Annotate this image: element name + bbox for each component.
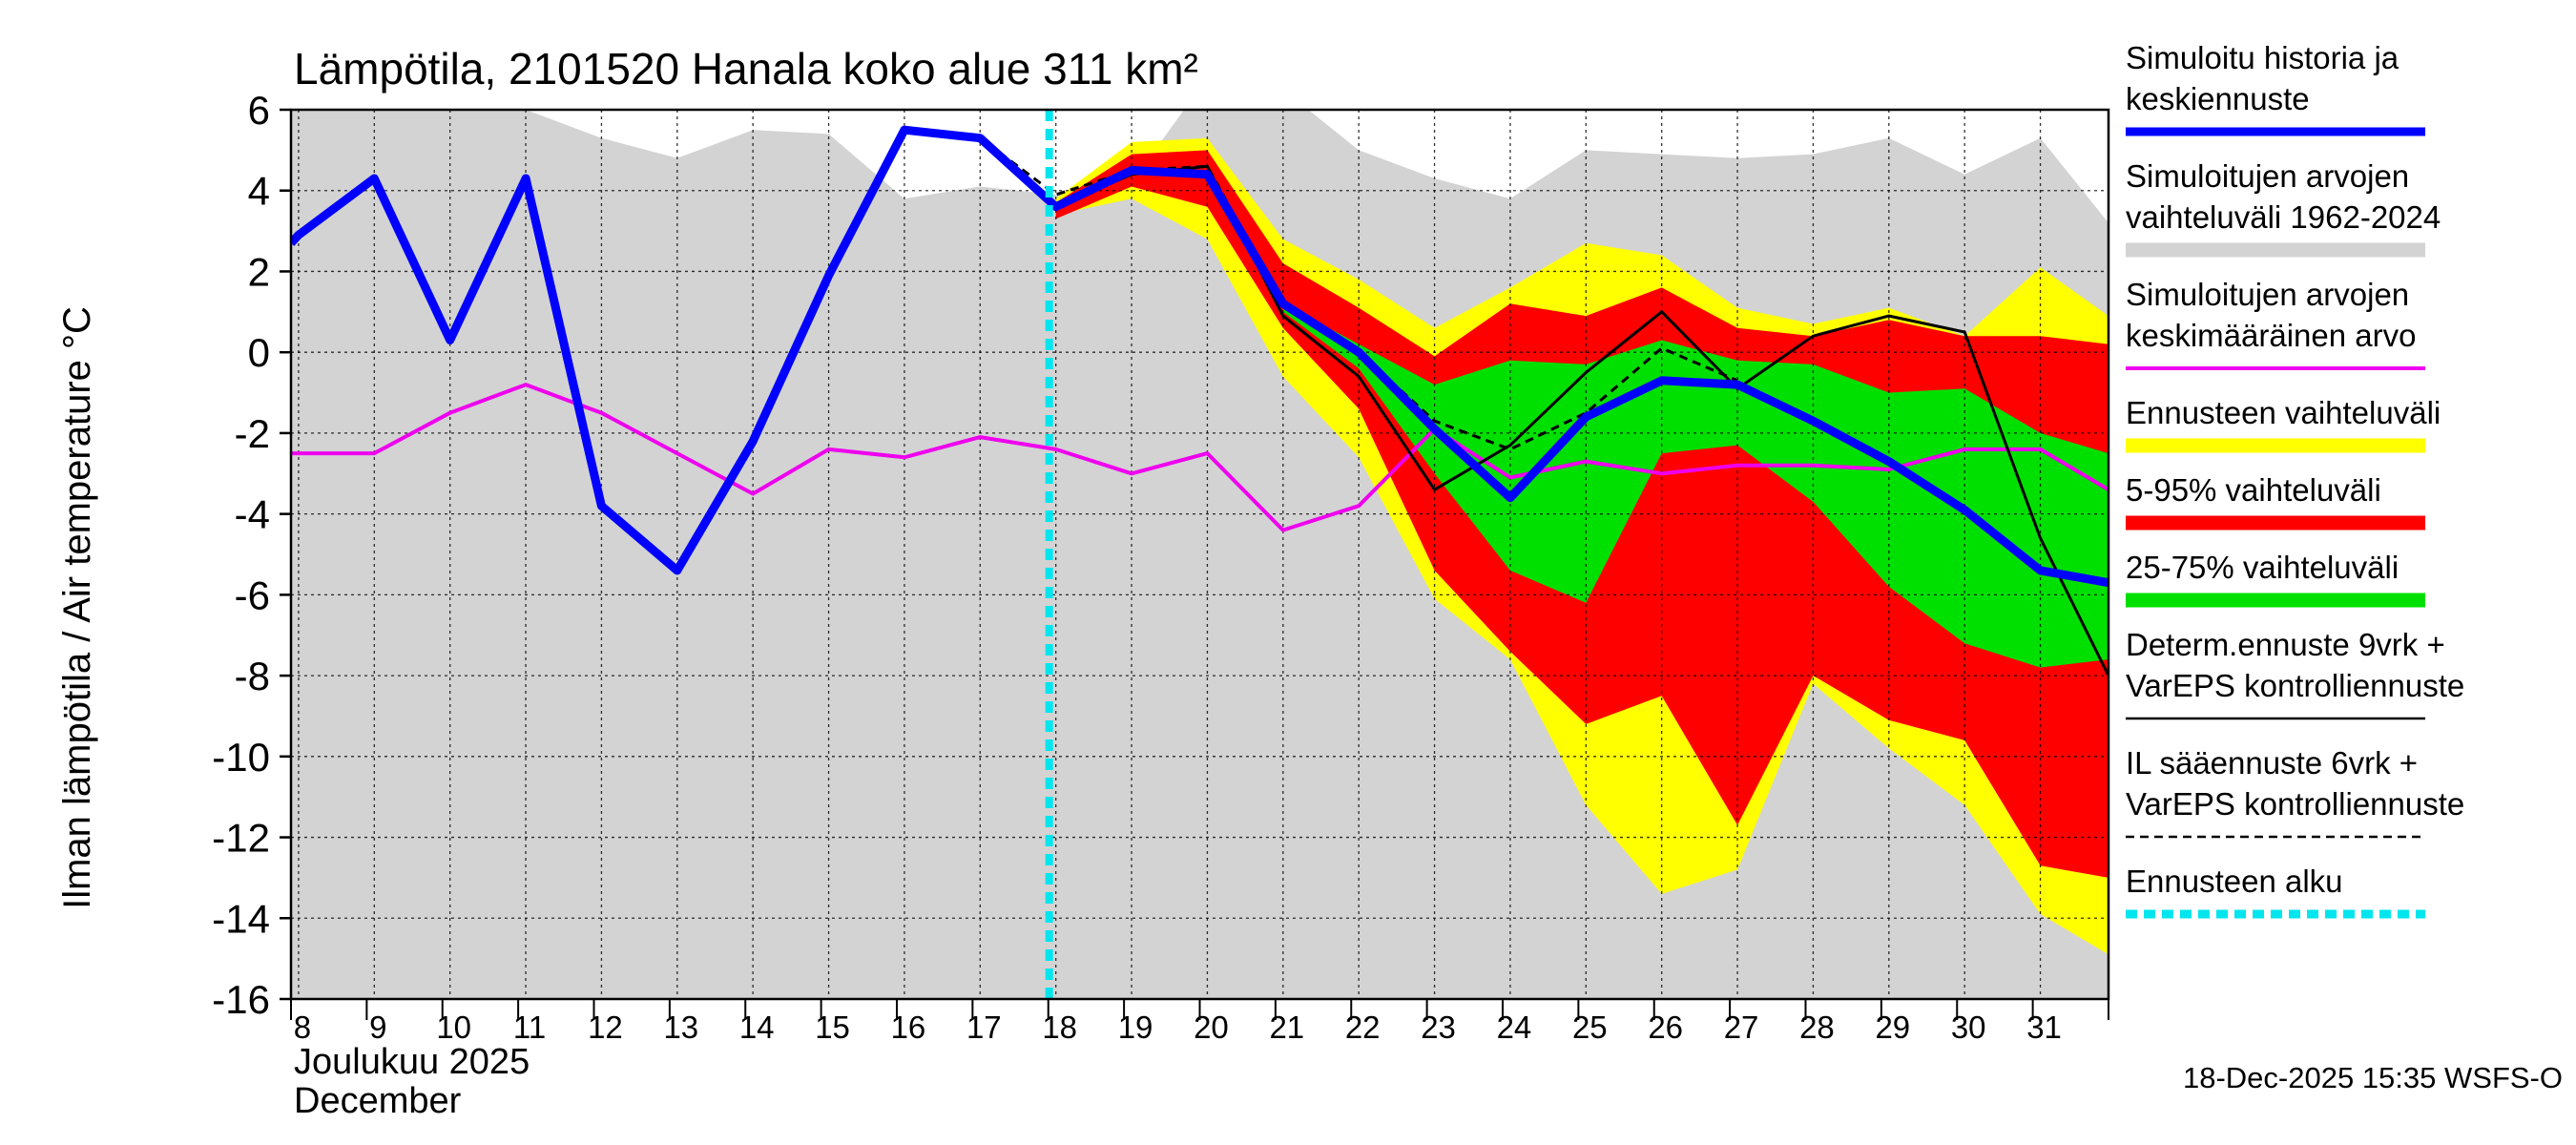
x-tick-label: 22: [1345, 1010, 1381, 1045]
y-tick-label: -4: [235, 492, 270, 537]
x-tick-label: 29: [1875, 1010, 1910, 1045]
x-tick-label: 9: [369, 1010, 386, 1045]
legend-label: Simuloitujen arvojen: [2126, 158, 2409, 194]
y-tick-label: 4: [248, 169, 270, 214]
y-axis-label: Ilman lämpötila / Air temperature °C: [56, 306, 98, 909]
x-tick-label: 23: [1421, 1010, 1456, 1045]
x-tick-label: 16: [891, 1010, 926, 1045]
x-tick-label: 24: [1497, 1010, 1532, 1045]
y-tick-label: -2: [235, 411, 270, 456]
x-tick-label: 21: [1269, 1010, 1304, 1045]
legend-label: 5-95% vaihteluväli: [2126, 472, 2381, 508]
x-tick-label: 30: [1951, 1010, 1986, 1045]
legend-item-hist-range: Simuloitujen arvojen vaihteluväli 1962-20…: [2126, 158, 2441, 258]
y-tick-label: -10: [212, 735, 270, 780]
legend-label: Simuloitu historia ja: [2126, 40, 2399, 75]
legend: Simuloitu historia jakeskiennusteSimuloi…: [2126, 40, 2464, 919]
series-mean-line: [291, 383, 2109, 532]
y-tick-label: 6: [248, 88, 270, 133]
x-tick-label: 10: [436, 1010, 471, 1045]
legend-label: IL sääennuste 6vrk +: [2126, 745, 2418, 781]
legend-label: VarEPS kontrolliennuste: [2126, 668, 2464, 703]
y-tick-label: -16: [212, 977, 270, 1022]
legend-item-forecast-range: Ennusteen vaihteluväli: [2126, 395, 2441, 453]
legend-label: keskiennuste: [2126, 81, 2310, 116]
area-layer: [291, 110, 2109, 999]
y-tick-label: -14: [212, 896, 270, 941]
x-axis-label-en: December: [294, 1081, 462, 1121]
x-tick-label: 25: [1572, 1010, 1608, 1045]
y-tick-label: -6: [235, 572, 270, 617]
x-tick-label: 8: [294, 1010, 311, 1045]
y-tick-label: -12: [212, 816, 270, 861]
legend-label: Ennusteen vaihteluväli: [2126, 395, 2441, 430]
band-p25-75: [1282, 303, 2109, 668]
x-tick-label: 27: [1724, 1010, 1759, 1045]
legend-item-start: Ennusteen alku: [2126, 864, 2425, 919]
x-tick-label: 26: [1648, 1010, 1683, 1045]
legend-label: VarEPS kontrolliennuste: [2126, 786, 2464, 822]
legend-item-sim: Simuloitu historia ja keskiennuste: [2126, 40, 2425, 136]
x-tick-label: 18: [1042, 1010, 1077, 1045]
legend-label: keskimääräinen arvo: [2126, 318, 2416, 353]
footer-timestamp: 18-Dec-2025 15:35 WSFS-O: [2183, 1061, 2563, 1094]
line-layer: [291, 110, 2109, 999]
x-tick-label: 13: [663, 1010, 698, 1045]
y-tick-label: 0: [248, 330, 270, 375]
legend-label: vaihteluväli 1962-2024: [2126, 199, 2441, 235]
x-tick-label: 28: [1799, 1010, 1835, 1045]
legend-label: Ennusteen alku: [2126, 864, 2343, 899]
x-tick-label: 19: [1118, 1010, 1153, 1045]
x-tick-label: 14: [739, 1010, 775, 1045]
x-tick-label: 11: [513, 1010, 546, 1045]
x-tick-label: 12: [588, 1010, 623, 1045]
legend-label: Determ.ennuste 9vrk +: [2126, 627, 2445, 662]
x-tick-label: 17: [966, 1010, 1002, 1045]
series-sim-line: [291, 125, 2109, 588]
x-axis-label-fi: Joulukuu 2025: [294, 1042, 530, 1082]
x-tick-label: 15: [815, 1010, 850, 1045]
legend-item-p25-75: 25-75% vaihteluväli: [2126, 550, 2425, 608]
y-tick-label: 2: [248, 249, 270, 294]
legend-label: 25-75% vaihteluväli: [2126, 550, 2399, 585]
legend-item-determ: Determ.ennuste 9vrk + VarEPS kontrollienn…: [2126, 627, 2464, 720]
legend-item-p5-95: 5-95% vaihteluväli: [2126, 472, 2425, 531]
y-tick-label: -8: [235, 654, 270, 698]
legend-label: Simuloitujen arvojen: [2126, 277, 2409, 312]
x-tick-label: 31: [2026, 1010, 2062, 1045]
axes-layer: [280, 108, 2110, 1020]
chart-title: Lämpötila, 2101520 Hanala koko alue 311 …: [294, 44, 1198, 94]
x-tick-label: 20: [1194, 1010, 1229, 1045]
legend-item-il: IL sääennuste 6vrk + VarEPS kontrolliennu…: [2126, 745, 2464, 839]
legend-item-mean: Simuloitujen arvojen keskimääräinen arvo: [2126, 277, 2425, 370]
